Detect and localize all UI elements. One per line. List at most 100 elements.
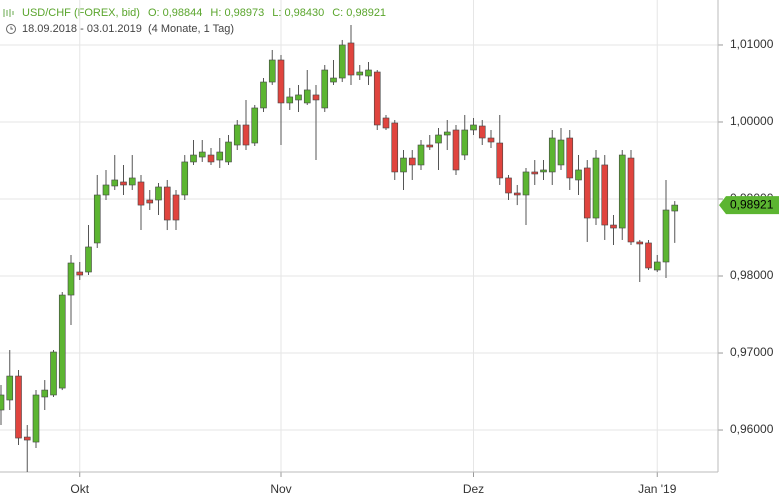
candle-body [627, 157, 635, 243]
candle-body [198, 151, 206, 158]
ohlc-value: O: 0,98844 [148, 7, 202, 19]
candle-body [146, 199, 154, 204]
y-tick-label: 0,97000 [730, 345, 774, 359]
candle-body [662, 209, 670, 263]
candle-body [268, 59, 276, 83]
x-tick-label: Okt [70, 482, 89, 496]
candle-body [23, 436, 31, 441]
candle-body [85, 246, 92, 273]
candle-body [67, 262, 75, 296]
candle-body [461, 129, 469, 156]
x-tick-label: Dez [463, 482, 484, 496]
candle-body [452, 129, 460, 171]
candle-body [435, 134, 442, 144]
candle-body [128, 177, 136, 186]
candle-body [601, 164, 609, 226]
y-tick-label: 0,98000 [730, 268, 774, 282]
candle-body [391, 122, 399, 173]
candle-body [338, 44, 346, 79]
candle-body [417, 144, 425, 166]
candle-body [15, 375, 22, 439]
chart-title: USD/CHF (FOREX, bid) [22, 7, 140, 19]
candle-body [330, 77, 337, 83]
candle-body [50, 351, 57, 396]
ohlc-value: L: 0,98430 [272, 7, 324, 19]
ohlc-value: H: 0,98973 [210, 7, 264, 19]
candle-body [653, 261, 661, 271]
candle-body [443, 131, 451, 136]
x-tick-label: Nov [270, 482, 291, 496]
candle-body [496, 142, 504, 179]
candle-body [671, 204, 679, 212]
candle-body [303, 89, 311, 104]
candle-body [347, 42, 355, 76]
candle-body [242, 124, 250, 146]
candle-body [356, 71, 364, 76]
date-range: 18.09.2018 - 03.01.2019 [22, 23, 142, 35]
candle-body [260, 81, 267, 109]
candle-body [382, 117, 390, 129]
candle-body [111, 179, 119, 187]
candle-body [373, 71, 381, 126]
chart-icon [3, 9, 14, 17]
candle-body [102, 184, 110, 196]
candle-body [233, 124, 241, 146]
candle-body [120, 181, 127, 186]
ohlc-value: C: 0,98921 [332, 7, 386, 19]
candle-body [137, 181, 145, 206]
candle-body [277, 59, 285, 104]
candle-body [225, 141, 232, 163]
candle-body [93, 194, 101, 244]
candle-body [312, 94, 320, 101]
candle-body [592, 157, 600, 219]
candle-body [216, 151, 224, 161]
clock-hands [10, 26, 13, 30]
candle-body [0, 394, 5, 411]
candle-body [321, 69, 329, 109]
candle-body [163, 186, 171, 221]
candle-body [531, 171, 539, 175]
candle-body [618, 154, 626, 229]
clock-icon [6, 24, 16, 34]
candle-body [76, 271, 84, 276]
candle-body [557, 139, 565, 166]
candle-body [286, 96, 294, 104]
candle-body [548, 137, 556, 173]
candle-body [190, 154, 197, 163]
candle-body [58, 294, 66, 389]
last-price-tag [719, 196, 779, 215]
candle-body [6, 375, 14, 401]
candle-body [487, 137, 495, 143]
candle-body [540, 169, 547, 173]
y-tick-label: 1,00000 [730, 114, 774, 128]
last-price-label: 0,98921 [730, 197, 774, 211]
candle-body [636, 241, 644, 245]
candle-body [478, 125, 486, 139]
candle-body [400, 157, 407, 173]
candle-body [426, 144, 434, 148]
candle-body [32, 394, 40, 443]
candle-body [575, 169, 582, 181]
candle-body [645, 242, 652, 269]
candle-body [566, 137, 574, 179]
candle-body [505, 177, 512, 194]
y-tick-label: 0,96000 [730, 422, 774, 436]
candle-body [522, 171, 530, 196]
candle-body [295, 94, 302, 101]
candle-body [513, 192, 521, 196]
candle-body [610, 224, 617, 229]
x-tick-label: Jan '19 [638, 482, 677, 496]
candle-body [251, 107, 259, 144]
candle-body [365, 69, 372, 77]
candle-body [172, 194, 180, 221]
candle-body [181, 161, 189, 196]
candle-body [41, 389, 49, 398]
candle-body [155, 186, 162, 201]
candle-body [408, 157, 416, 166]
candle-body [583, 167, 591, 219]
candle-body [207, 154, 215, 163]
period: (4 Monate, 1 Tag) [148, 23, 234, 35]
y-tick-label: 1,01000 [730, 37, 774, 51]
candle-body [470, 124, 477, 131]
